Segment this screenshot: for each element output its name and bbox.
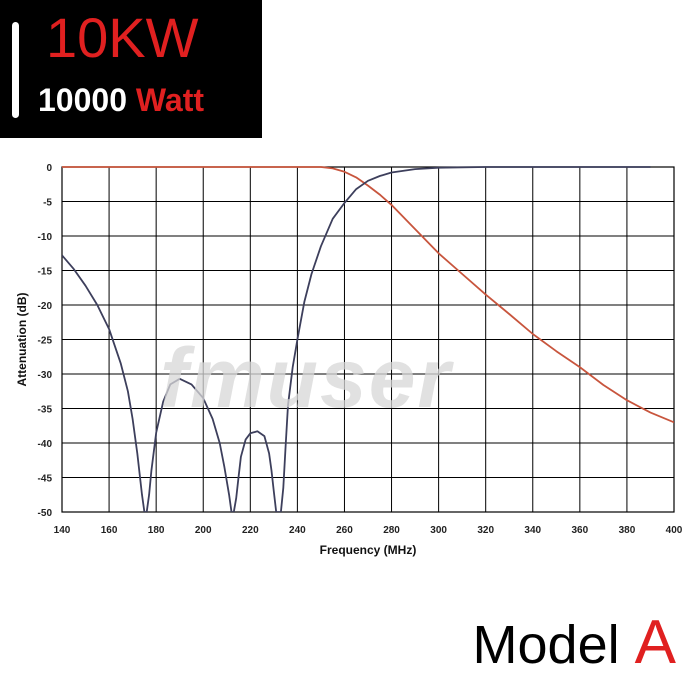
y-tick-label: -5 bbox=[43, 198, 52, 209]
badge-watts-number: 10000 bbox=[38, 82, 127, 118]
x-axis-label: Frequency (MHz) bbox=[320, 543, 417, 557]
x-tick-label: 140 bbox=[54, 525, 71, 536]
x-tick-label: 320 bbox=[477, 525, 494, 536]
x-tick-label: 200 bbox=[195, 525, 212, 536]
x-tick-label: 300 bbox=[430, 525, 447, 536]
series-line-1 bbox=[62, 166, 674, 424]
x-tick-label: 180 bbox=[148, 525, 165, 536]
y-axis-label: Attenuation (dB) bbox=[15, 293, 29, 387]
y-tick-label: -45 bbox=[38, 474, 53, 485]
y-tick-label: -35 bbox=[38, 405, 53, 416]
y-tick-label: -20 bbox=[38, 301, 53, 312]
power-badge: 10KW 10000 Watt bbox=[0, 0, 262, 138]
y-tick-label: -30 bbox=[38, 370, 53, 381]
model-letter: A bbox=[634, 608, 676, 677]
badge-accent-bar bbox=[12, 22, 19, 118]
x-tick-label: 340 bbox=[524, 525, 541, 536]
badge-power-label: 10KW bbox=[46, 6, 199, 69]
x-tick-label: 220 bbox=[242, 525, 259, 536]
y-tick-label: 0 bbox=[46, 163, 52, 174]
y-tick-label: -40 bbox=[38, 439, 53, 450]
x-tick-label: 400 bbox=[666, 525, 683, 536]
x-tick-label: 280 bbox=[383, 525, 400, 536]
x-tick-label: 360 bbox=[572, 525, 589, 536]
y-tick-label: -50 bbox=[38, 508, 53, 519]
x-tick-label: 160 bbox=[101, 525, 118, 536]
y-tick-label: -25 bbox=[38, 336, 53, 347]
series-line-2 bbox=[62, 166, 651, 512]
x-tick-label: 240 bbox=[289, 525, 306, 536]
y-tick-label: -15 bbox=[38, 267, 53, 278]
model-label: Model A bbox=[473, 612, 676, 674]
badge-watts-label: 10000 Watt bbox=[38, 84, 204, 116]
badge-watts-unit: Watt bbox=[135, 82, 204, 118]
model-word: Model bbox=[472, 615, 620, 675]
x-tick-label: 260 bbox=[336, 525, 353, 536]
x-tick-label: 380 bbox=[619, 525, 636, 536]
y-tick-label: -10 bbox=[38, 232, 53, 243]
